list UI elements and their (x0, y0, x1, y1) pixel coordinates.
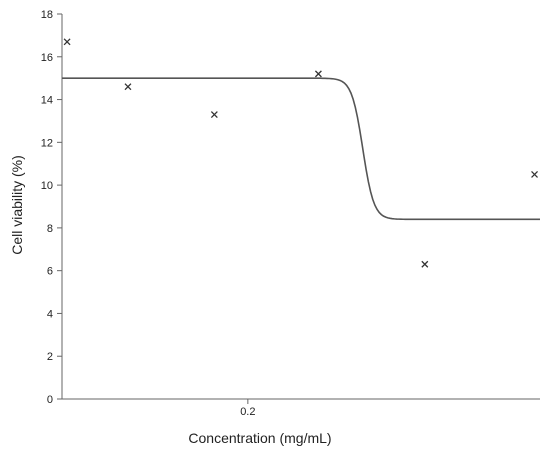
data-point (421, 260, 429, 268)
y-tick-label: 12 (41, 137, 53, 149)
y-tick-label: 0 (47, 394, 53, 406)
data-point (210, 111, 218, 118)
y-tick-label: 2 (47, 351, 53, 363)
y-tick-label: 14 (41, 95, 53, 107)
plot-area: 0 2 4 6 8 10 12 14 16 18 0.2 (41, 9, 540, 418)
x-axis-label: Concentration (mg/mL) (188, 430, 331, 446)
data-point (63, 38, 71, 46)
y-tick-label: 8 (47, 223, 53, 235)
y-tick-label: 6 (47, 266, 53, 278)
y-axis-label: Cell viability (%) (9, 155, 25, 255)
y-tick-label: 4 (47, 308, 53, 320)
fit-curve (62, 77, 540, 221)
y-tick-label: 18 (41, 9, 53, 21)
data-point (314, 70, 322, 78)
y-tick-label: 10 (41, 180, 53, 192)
x-tick-label: 0.2 (240, 406, 255, 418)
data-point (124, 83, 132, 91)
y-tick-label: 16 (41, 52, 53, 64)
data-point (531, 170, 538, 178)
